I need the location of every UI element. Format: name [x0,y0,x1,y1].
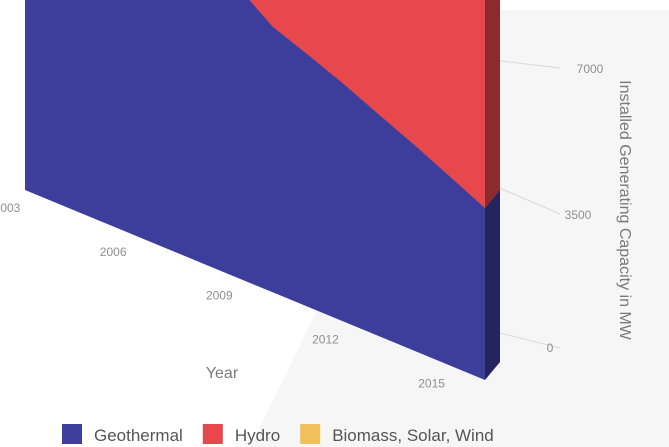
y-tick-label: 0 [547,341,554,355]
area-geothermal [25,0,485,380]
y-tick-label: 7000 [577,62,604,76]
x-tick-label: 2015 [418,376,445,390]
area-side-geothermal [485,190,500,380]
legend-label-biomass-solar-wind: Biomass, Solar, Wind [332,426,494,445]
legend-label-geothermal: Geothermal [94,426,183,445]
y-axis-ticks: 0 3500 7000 [547,62,604,355]
stacked-areas [25,0,500,380]
y-tick-label: 3500 [565,208,592,222]
legend: Geothermal Hydro Biomass, Solar, Wind [62,424,494,445]
x-tick-label: 2009 [206,289,233,303]
legend-swatch-biomass-solar-wind [300,424,321,444]
legend-swatch-hydro [202,424,223,444]
area-side-hydro [485,0,500,208]
x-axis-title: Year [206,365,239,382]
x-tick-label: 2006 [100,245,127,259]
x-axis-ticks: 2003 2006 2009 2012 2015 [0,201,445,390]
gridline-0 [499,332,561,349]
x-tick-label: 2012 [312,333,339,347]
x-tick-label: 2003 [0,201,21,215]
legend-label-hydro: Hydro [235,426,280,445]
area-hydro [249,0,485,208]
gridline-3500 [494,185,561,215]
y-axis-title: Installed Generating Capacity in MW [616,80,633,341]
legend-swatch-geothermal [62,424,82,444]
